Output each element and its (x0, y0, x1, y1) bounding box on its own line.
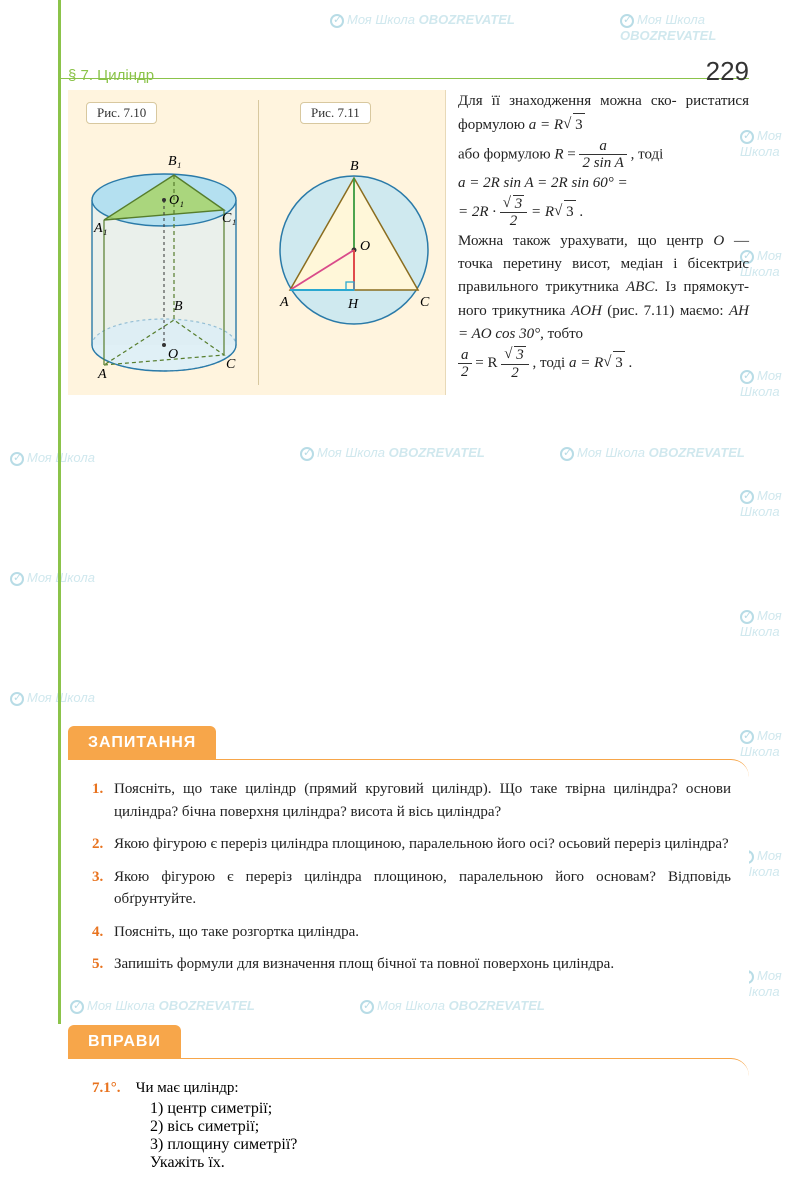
point-A: A (97, 367, 107, 382)
figure-7-11-svg: A B C O H (266, 150, 442, 350)
point-B2: B (350, 159, 359, 174)
tab-shoulder (68, 759, 749, 777)
question-item: 5.Запишіть формули для визначення площ б… (92, 953, 731, 976)
exercise-tail: Укажіть їх. (150, 1154, 731, 1172)
formula-part: = 2R · (458, 204, 500, 220)
point-O1: O₁ (169, 193, 184, 208)
question-number: 2. (92, 833, 114, 856)
questions-section: ЗАПИТАННЯ 1.Поясніть, що таке циліндр (п… (68, 406, 749, 1000)
explanation-text: Для її знаходження можна ско- ристатися … (458, 90, 749, 381)
question-number: 4. (92, 921, 114, 944)
question-item: 4.Поясніть, що таке розгортка циліндра. (92, 921, 731, 944)
exercise-subitem: 1) центр симетрії; (150, 1100, 731, 1118)
page: § 7. Циліндр 229 Рис. 7.10 Рис. 7.11 (0, 0, 791, 1024)
point-B: B (174, 299, 183, 314)
point-C: C (226, 357, 236, 372)
point-B1: B₁ (168, 154, 181, 169)
frac-den: 2 sin A (579, 155, 626, 172)
exercise-text: Чи має циліндр: (136, 1080, 239, 1096)
text-line: Для її знаходження можна ско- (458, 93, 677, 109)
question-text: Поясніть, що таке циліндр (прямий кругов… (114, 778, 731, 823)
tab-shoulder (68, 1058, 749, 1076)
questions-body: 1.Поясніть, що таке циліндр (прямий круг… (68, 760, 749, 1000)
question-number: 5. (92, 953, 114, 976)
point-H: H (347, 297, 359, 312)
page-content: Рис. 7.10 Рис. 7.11 (68, 90, 749, 1186)
exercise-subitem: 2) вісь симетрії; (150, 1118, 731, 1136)
figure-7-10-svg: A B C A₁ B₁ C₁ O₁ O (74, 130, 254, 390)
exercises-tab-header: ВПРАВИ (68, 1025, 181, 1059)
point-C1: C₁ (222, 211, 236, 226)
side-accent-line (58, 0, 61, 1024)
question-item: 2.Якою фігурою є переріз циліндра площин… (92, 833, 731, 856)
page-header: § 7. Циліндр 229 (68, 56, 749, 87)
figure-label-7-10: Рис. 7.10 (86, 102, 157, 124)
question-text: Запишіть формули для визначення площ біч… (114, 953, 614, 976)
formula: a = R (529, 117, 563, 133)
exercise-subitem: 3) площину симетрії? (150, 1136, 731, 1154)
point-A2: A (279, 295, 289, 310)
exercise-number: 7.1°. (92, 1077, 132, 1100)
formula-line: a = 2R sin A = 2R sin 60° = (458, 175, 628, 191)
section-title: § 7. Циліндр (68, 67, 154, 84)
point-O: O (168, 347, 178, 362)
question-item: 1.Поясніть, що таке циліндр (прямий круг… (92, 778, 731, 823)
page-number: 229 (706, 56, 749, 87)
figure-label-7-11: Рис. 7.11 (300, 102, 371, 124)
exercise-item: 7.1°. Чи має циліндр: (92, 1077, 731, 1100)
exercises-section: ВПРАВИ 7.1°. Чи має циліндр: 1) центр си… (68, 1025, 749, 1186)
question-text: Якою фігурою є переріз циліндра площиною… (114, 866, 731, 911)
question-text: Якою фігурою є переріз циліндра площиною… (114, 833, 729, 856)
question-number: 3. (92, 866, 114, 911)
point-C2: C (420, 295, 430, 310)
question-number: 1. (92, 778, 114, 823)
question-text: Поясніть, що таке розгортка циліндра. (114, 921, 359, 944)
questions-tab-header: ЗАПИТАННЯ (68, 726, 216, 760)
point-O2: O (360, 239, 370, 254)
point-A1: A₁ (93, 221, 107, 236)
text-line: або формулою (458, 146, 554, 162)
figures-panel: Рис. 7.10 Рис. 7.11 (68, 90, 446, 395)
exercises-body: 7.1°. Чи має циліндр: 1) центр симетрії;… (68, 1059, 749, 1186)
question-item: 3.Якою фігурою є переріз циліндра площин… (92, 866, 731, 911)
figure-divider (258, 100, 259, 385)
frac-num: a (579, 138, 626, 156)
radical: 3 (573, 113, 585, 137)
